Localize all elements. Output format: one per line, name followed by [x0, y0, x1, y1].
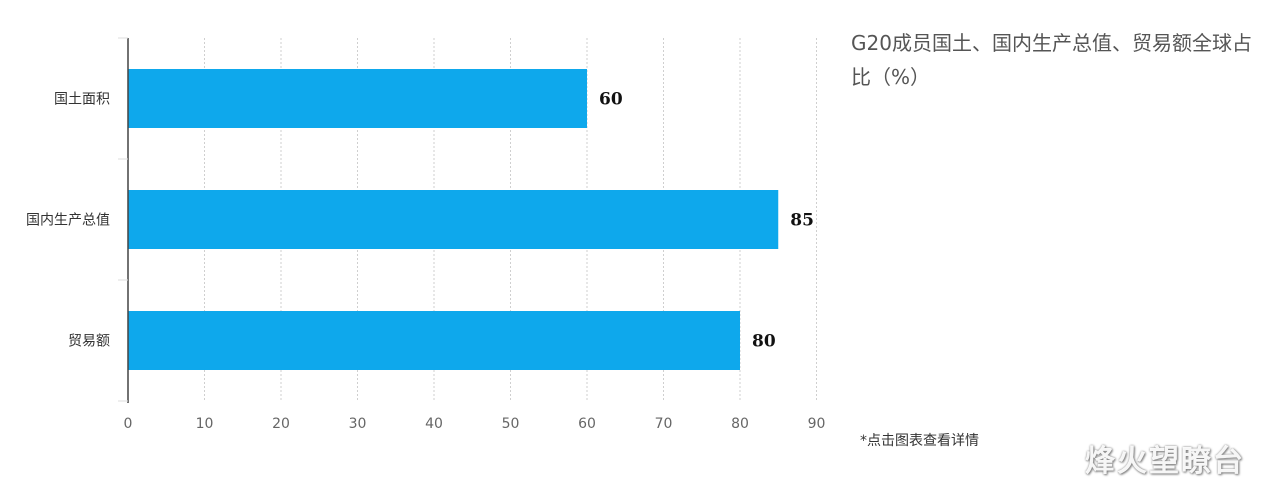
x-tick-label: 50	[502, 416, 520, 432]
data-label: 80	[752, 332, 776, 352]
x-tick-label: 80	[731, 416, 749, 432]
x-tick-label: 10	[196, 416, 214, 432]
bar-1	[128, 69, 587, 128]
detail-note[interactable]: *点击图表查看详情	[860, 433, 979, 449]
bars	[128, 69, 779, 370]
axes	[118, 37, 129, 403]
data-label: 85	[790, 211, 814, 231]
bar-3	[128, 311, 740, 370]
data-label: 60	[599, 90, 623, 110]
x-tick-label: 0	[124, 416, 133, 432]
x-tick-label: 60	[578, 416, 596, 432]
x-tick-label: 70	[655, 416, 673, 432]
bar-chart[interactable]: 0 10 20 30 40 50 60 70 80 90 国土面积 60 国内生产总值 85 贸易额 80	[0, 0, 840, 440]
category-label: 国内生产总值	[26, 213, 110, 229]
watermark-text: 烽火望瞭台	[1085, 444, 1245, 479]
x-tick-label: 40	[425, 416, 443, 432]
x-tick-label: 30	[349, 416, 367, 432]
category-label: 贸易额	[68, 334, 110, 350]
labels: 0 10 20 30 40 50 60 70 80 90 国土面积 60 国内生产总值 85 贸易额 80	[26, 90, 825, 433]
category-label: 国土面积	[54, 92, 110, 108]
x-tick-label: 20	[272, 416, 290, 432]
bar-2	[128, 190, 779, 249]
x-tick-label: 90	[808, 416, 826, 432]
chart-title: G20成员国土、国内生产总值、贸易额全球占比（%）	[851, 31, 1252, 89]
